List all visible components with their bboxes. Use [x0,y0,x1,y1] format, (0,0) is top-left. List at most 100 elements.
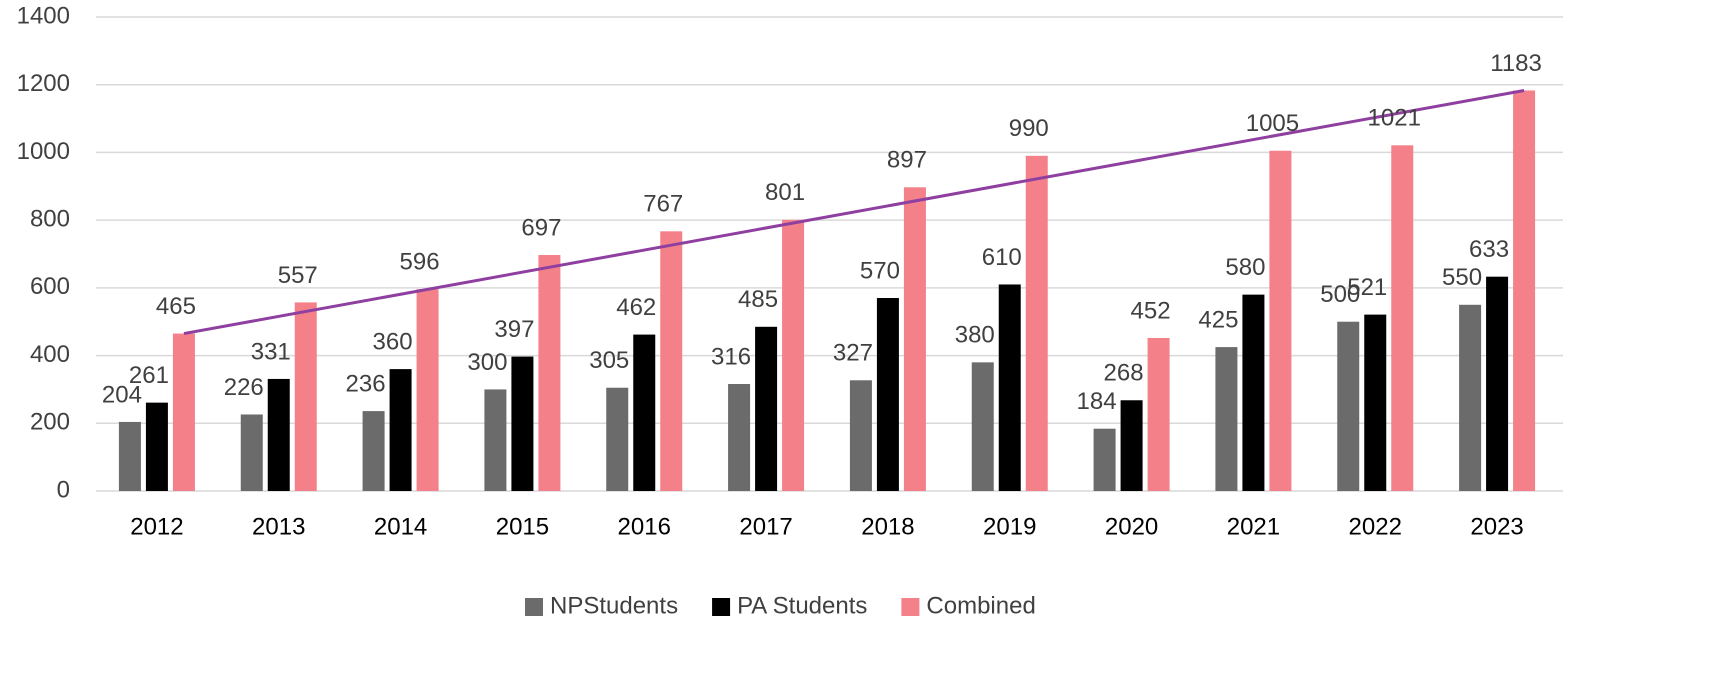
x-tick-label: 2013 [252,513,305,540]
bar [362,411,385,491]
bar [1025,155,1048,492]
bar [782,219,805,491]
data-label: 452 [1131,297,1171,324]
data-label: 331 [251,338,291,365]
data-label: 425 [1198,306,1238,333]
data-label: 1005 [1246,110,1299,137]
bar [145,402,168,491]
bar [903,187,926,491]
data-label: 305 [589,347,629,374]
bar [267,378,290,491]
data-label: 226 [224,374,264,401]
bar [849,380,872,491]
data-label: 897 [887,147,927,174]
y-tick-label: 400 [30,341,70,368]
bar [416,289,439,491]
data-label: 327 [833,340,873,367]
data-label: 184 [1077,388,1117,415]
data-label: 633 [1469,236,1509,263]
trend-line [183,88,1525,336]
bar [389,369,412,491]
data-label: 462 [616,294,656,321]
legend-swatch [525,598,543,616]
bar [1147,337,1170,491]
bar [484,389,507,491]
bar [633,334,656,491]
bar [998,284,1021,491]
data-label: 570 [860,257,900,284]
data-label: 485 [738,286,778,313]
y-tick-label: 0 [57,476,70,503]
x-tick-label: 2017 [739,513,792,540]
data-label: 596 [400,249,440,276]
data-label: 580 [1225,254,1265,281]
x-tick-label: 2020 [1105,513,1158,540]
bar [728,384,751,491]
bar [1459,304,1482,491]
x-tick-label: 2016 [618,513,671,540]
data-label: 557 [278,262,318,289]
data-label: 521 [1347,274,1387,301]
bar [971,362,994,491]
data-label: 360 [373,328,413,355]
x-tick-label: 2023 [1470,513,1523,540]
data-label: 1183 [1490,50,1542,77]
bar [1364,314,1387,491]
legend-label: Combined [926,592,1035,619]
legend-label: NPStudents [550,592,678,619]
data-label: 300 [467,349,507,376]
data-label: 990 [1009,115,1049,142]
data-label: 236 [346,370,386,397]
legend-label: PA Students [737,592,867,619]
legend-swatch [712,598,731,616]
bar [1215,347,1238,491]
data-label: 465 [156,293,196,320]
bar [1242,294,1265,491]
data-label: 204 [102,381,142,408]
legend-swatch [901,598,920,616]
bar [755,326,778,491]
data-label: 1021 [1368,105,1421,132]
x-tick-label: 2015 [496,513,549,540]
bar [1486,276,1509,491]
data-label: 610 [982,244,1022,271]
x-tick-label: 2018 [861,513,914,540]
bar [1513,90,1536,491]
data-label: 767 [643,191,683,218]
x-tick-label: 2021 [1227,513,1280,540]
data-label: 268 [1104,360,1144,387]
bar [240,414,263,491]
data-label: 261 [129,362,169,389]
bar [118,421,141,491]
data-label: 380 [955,322,995,349]
bar [606,387,629,491]
y-tick-label: 1200 [17,70,70,97]
bar [538,255,561,491]
data-label: 397 [494,316,534,343]
data-label: 697 [521,214,561,241]
bar [511,356,534,491]
y-tick-label: 1400 [17,2,70,29]
x-tick-label: 2014 [374,513,427,540]
data-label: 316 [711,343,751,370]
bar [1093,428,1116,491]
x-tick-label: 2022 [1349,513,1402,540]
bar [172,333,195,491]
bar [294,302,317,491]
data-label: 500 [1320,281,1360,308]
x-tick-label: 2019 [983,513,1036,540]
y-tick-label: 200 [30,409,70,436]
x-tick-label: 2012 [130,513,183,540]
y-tick-label: 800 [30,205,70,232]
bar [1120,400,1143,491]
bar [1337,321,1360,491]
bar [876,298,899,491]
y-tick-label: 1000 [17,138,70,165]
y-tick-label: 600 [30,273,70,300]
data-label: 801 [765,179,805,206]
bar [1391,145,1414,491]
bar [660,231,683,491]
bar [1269,150,1292,491]
data-label: 550 [1442,264,1482,291]
